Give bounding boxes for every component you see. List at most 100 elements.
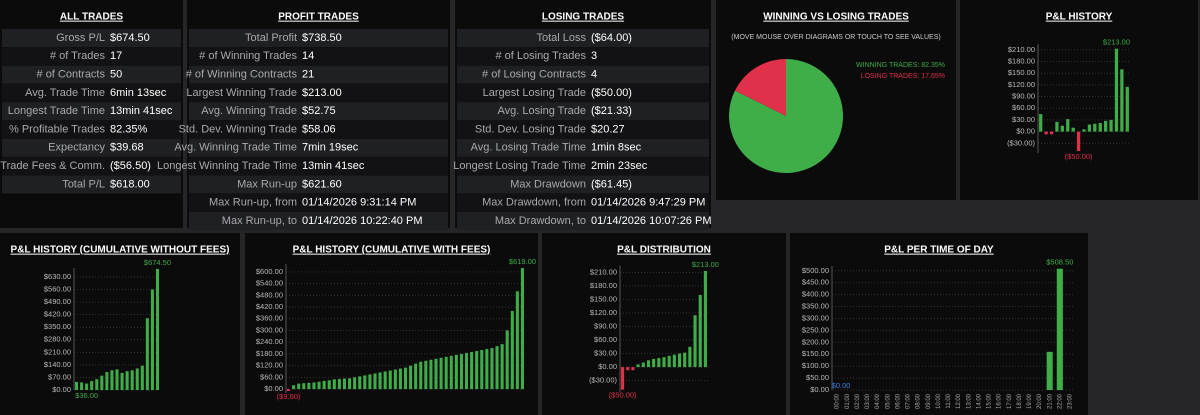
y-tick-label: $120.00: [256, 361, 283, 370]
y-tick-label: $600.00: [256, 267, 283, 276]
y-tick-label: $30.00: [1012, 115, 1035, 124]
bar: [105, 372, 109, 390]
row-value: 01/14/2026 9:47:29 PM: [591, 197, 705, 209]
bar: [677, 353, 682, 368]
max-label: $674.50: [144, 258, 171, 267]
row-label: Max Drawdown, to: [495, 215, 586, 227]
row-value: 17: [110, 50, 122, 62]
row-value: $674.50: [110, 32, 150, 44]
bar: [327, 380, 331, 390]
bar: [353, 377, 357, 390]
row-label: % Profitable Trades: [9, 123, 105, 135]
table-title: PROFIT TRADES: [278, 12, 359, 23]
row-value: 3: [591, 50, 597, 62]
bar: [429, 359, 433, 390]
bar: [459, 353, 463, 390]
y-tick-label: $180.00: [256, 349, 283, 358]
table-row: [457, 193, 709, 212]
y-tick-label: $100.00: [802, 361, 829, 370]
bar: [307, 382, 311, 390]
y-tick-label: $210.00: [1008, 45, 1035, 54]
row-label: Avg. Losing Trade: [498, 105, 586, 117]
bar: [100, 375, 104, 390]
table-row: [2, 83, 181, 102]
y-tick-label: $350.00: [44, 322, 71, 331]
row-value: $621.60: [302, 178, 342, 190]
row-label: # of Losing Trades: [495, 50, 586, 62]
y-tick-label: $90.00: [1012, 92, 1035, 101]
row-value: 7min 19sec: [302, 142, 359, 154]
y-tick-label: $180.00: [590, 281, 617, 290]
bar: [703, 271, 707, 368]
row-value: 01/14/2026 10:22:40 PM: [302, 215, 422, 227]
y-tick-label: $210.00: [44, 347, 71, 356]
y-tick-label: $450.00: [802, 278, 829, 287]
y-tick-label: $120.00: [1008, 80, 1035, 89]
row-label: Std. Dev. Winning Trade: [179, 123, 297, 135]
row-value: 2min 23sec: [591, 160, 648, 172]
table-row: [457, 157, 709, 176]
chart-title: P&L HISTORY: [1046, 12, 1113, 23]
row-label: Avg. Losing Trade Time: [471, 142, 586, 154]
bar: [373, 373, 377, 390]
row-label: Trade Fees & Comm.: [0, 160, 105, 172]
max-label: $213.00: [1103, 38, 1130, 47]
x-tick-label: 06:00: [895, 393, 901, 409]
max-label: $508.50: [1046, 258, 1073, 267]
bar: [140, 365, 144, 390]
x-tick-label: 07:00: [906, 393, 912, 409]
bar: [1066, 119, 1070, 132]
legend-entry: LOSING TRADES: 17.65%: [861, 73, 945, 80]
y-tick-label: $350.00: [802, 302, 829, 311]
y-tick-label: $180.00: [1008, 57, 1035, 66]
row-value: $618.00: [110, 178, 150, 190]
bar: [621, 367, 625, 390]
bar: [672, 354, 676, 368]
bar: [1098, 123, 1102, 132]
bar: [110, 370, 114, 390]
bar: [439, 357, 443, 390]
bar: [1076, 131, 1081, 152]
row-label: Max Run-up, to: [222, 215, 297, 227]
y-tick-label: $500.00: [802, 266, 829, 275]
row-value: $39.68: [110, 142, 144, 154]
bar: [505, 330, 509, 390]
bar: [322, 380, 326, 390]
bar: [1082, 129, 1086, 132]
bar: [510, 310, 514, 390]
row-label: Largest Winning Trade: [186, 87, 297, 99]
row-value: $20.27: [591, 123, 625, 135]
row-label: Largest Losing Trade: [483, 87, 586, 99]
row-label: # of Losing Contracts: [482, 69, 586, 81]
bar: [90, 381, 94, 390]
table-title: ALL TRADES: [60, 12, 123, 23]
y-tick-label: $150.00: [590, 294, 617, 303]
row-value: 6min 13sec: [110, 87, 167, 99]
bar: [1120, 69, 1124, 132]
bar: [1071, 127, 1075, 132]
row-value: 50: [110, 69, 122, 81]
table-row: [457, 83, 709, 102]
bar: [434, 358, 438, 390]
max-label: $619.00: [509, 257, 536, 266]
bar: [444, 356, 448, 390]
panel: [790, 233, 1088, 415]
chart-title: P&L HISTORY (CUMULATIVE WITH FEES): [293, 245, 491, 256]
bar: [378, 372, 382, 390]
subtitle: (MOVE MOUSE OVER DIAGRAMS OR TOUCH TO SE…: [731, 34, 940, 41]
y-tick-label: $250.00: [802, 325, 829, 334]
y-tick-label: $200.00: [802, 337, 829, 346]
y-tick-label: ($30.00): [1007, 138, 1035, 147]
min-label: ($50.00): [1065, 152, 1093, 161]
bar: [1104, 120, 1108, 132]
bar: [683, 352, 687, 368]
bar: [454, 354, 458, 390]
table-row: [457, 102, 709, 121]
y-tick-label: $240.00: [256, 337, 283, 346]
bar: [302, 383, 306, 390]
bar: [1049, 131, 1054, 135]
min-label: $36.00: [75, 391, 98, 400]
bar: [688, 346, 692, 368]
row-value: $213.00: [302, 87, 342, 99]
